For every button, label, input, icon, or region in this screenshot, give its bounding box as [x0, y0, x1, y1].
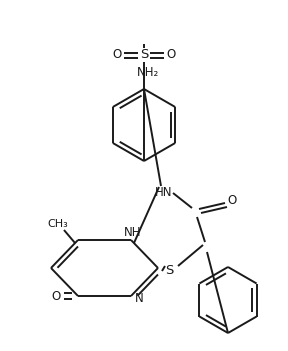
Text: CH₃: CH₃ — [48, 219, 68, 229]
Text: S: S — [165, 265, 173, 278]
Text: NH: NH — [124, 226, 142, 239]
Text: O: O — [112, 48, 122, 61]
Text: HN: HN — [155, 186, 173, 199]
Text: O: O — [227, 193, 237, 206]
Text: O: O — [51, 290, 61, 303]
Text: O: O — [166, 48, 176, 61]
Text: N: N — [134, 291, 143, 305]
Text: NH₂: NH₂ — [137, 66, 159, 79]
Text: S: S — [140, 48, 148, 61]
